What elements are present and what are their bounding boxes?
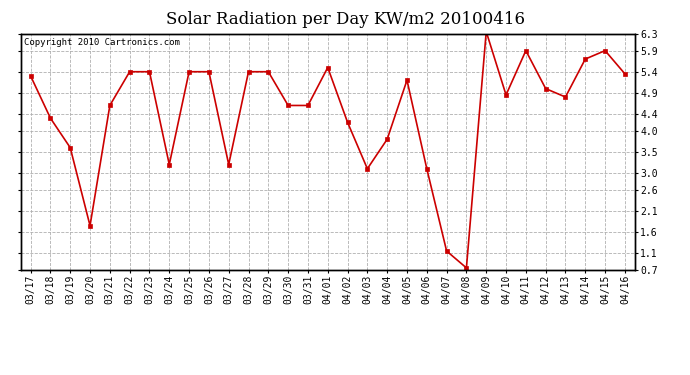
- Text: Solar Radiation per Day KW/m2 20100416: Solar Radiation per Day KW/m2 20100416: [166, 11, 524, 28]
- Text: Copyright 2010 Cartronics.com: Copyright 2010 Cartronics.com: [23, 39, 179, 48]
